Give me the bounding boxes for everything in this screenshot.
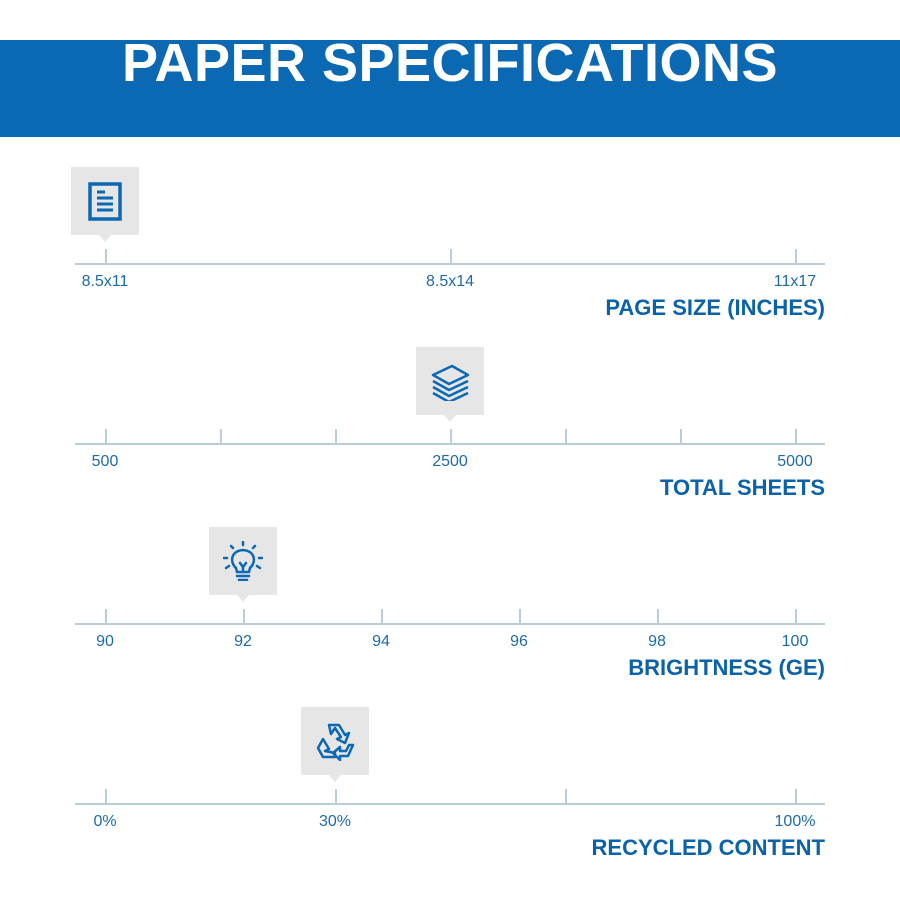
document-icon xyxy=(88,182,122,221)
lightbulb-icon xyxy=(223,541,263,581)
scale-tick xyxy=(795,609,797,624)
scale-title: BRIGHTNESS (GE) xyxy=(628,655,825,680)
tick-label: 8.5x11 xyxy=(81,273,129,290)
tick-label: 100% xyxy=(774,813,816,830)
tick-label: 94 xyxy=(372,633,390,650)
scale-axis-line xyxy=(75,443,825,445)
tick-label: 96 xyxy=(510,633,528,650)
scale-title: TOTAL SHEETS xyxy=(659,475,825,500)
scale-tick xyxy=(105,789,107,804)
scale-tick xyxy=(105,249,107,264)
scale-tick xyxy=(657,609,659,624)
recycled-content-scale: 0% 30% 100% RECYCLED CONTENT xyxy=(0,707,900,887)
scale-tick xyxy=(105,429,107,444)
tick-label: 500 xyxy=(91,453,119,470)
tick-label: 0% xyxy=(93,813,117,830)
scale-tick xyxy=(105,609,107,624)
selected-value-marker xyxy=(301,707,369,782)
scale-title: PAGE SIZE (INCHES) xyxy=(605,295,825,320)
scale-tick xyxy=(680,429,682,444)
tick-label: 30% xyxy=(318,813,352,830)
scale-tick xyxy=(795,249,797,264)
paper-stack-icon xyxy=(431,364,470,401)
scale-axis-line xyxy=(75,623,825,625)
tick-label: 8.5x14 xyxy=(425,273,475,290)
scale-tick xyxy=(335,429,337,444)
scale-tick xyxy=(565,429,567,444)
scale-tick xyxy=(243,609,245,624)
tick-label: 90 xyxy=(96,633,114,650)
tick-label: 92 xyxy=(234,633,252,650)
scale-axis-line xyxy=(75,263,825,265)
scale-tick xyxy=(450,249,452,264)
total-sheets-scale: 500 2500 5000 TOTAL SHEETS xyxy=(0,347,900,527)
selected-value-marker xyxy=(209,527,277,602)
brightness-scale: 90 92 94 96 98 100 BRIGHTNESS (GE) xyxy=(0,527,900,707)
scale-axis-line xyxy=(75,803,825,805)
scale-title: RECYCLED CONTENT xyxy=(591,835,825,860)
scale-tick xyxy=(795,429,797,444)
scale-tick xyxy=(335,789,337,804)
recycle-icon xyxy=(316,723,355,761)
scale-tick xyxy=(795,789,797,804)
scale-tick xyxy=(519,609,521,624)
tick-label: 2500 xyxy=(432,453,468,470)
tick-label: 11x17 xyxy=(773,273,817,290)
page-title: PAPER SPECIFICATIONS xyxy=(121,33,779,93)
header-banner: PAPER SPECIFICATIONS xyxy=(0,33,900,137)
scale-tick xyxy=(565,789,567,804)
page-size-scale: 8.5x11 8.5x14 11x17 PAGE SIZE (INCHES) xyxy=(0,167,900,347)
tick-label: 5000 xyxy=(777,453,813,470)
tick-label: 100 xyxy=(781,633,809,650)
selected-value-marker xyxy=(71,167,139,242)
tick-label: 98 xyxy=(648,633,666,650)
scale-tick xyxy=(220,429,222,444)
scale-tick xyxy=(381,609,383,624)
selected-value-marker xyxy=(416,347,484,422)
scale-tick xyxy=(450,429,452,444)
